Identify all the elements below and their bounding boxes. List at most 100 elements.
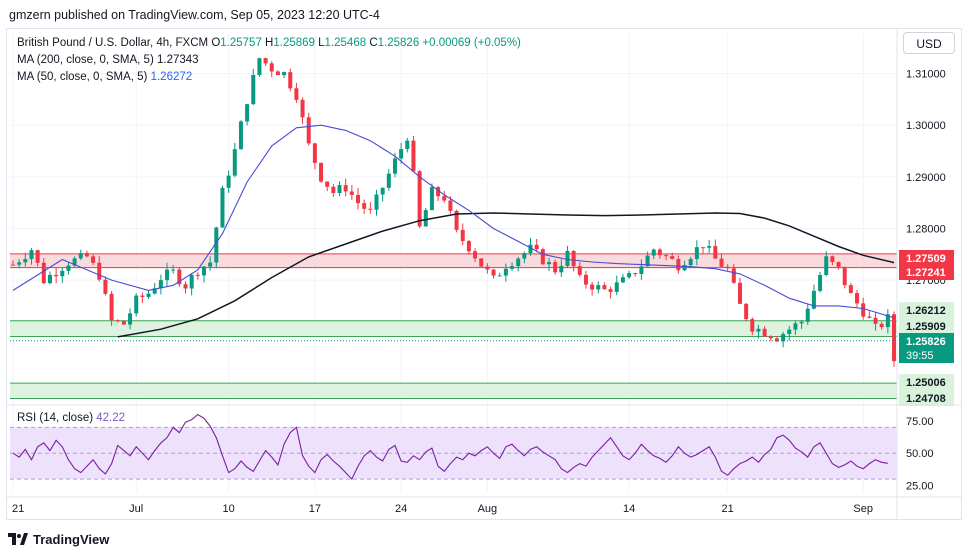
candle-body <box>836 262 841 267</box>
candle-body <box>343 185 348 192</box>
footer: TradingView <box>8 529 109 549</box>
candle-body <box>670 256 675 259</box>
candle-body <box>583 274 588 285</box>
candle-body <box>855 293 860 304</box>
candle-body <box>737 282 742 304</box>
candle-body <box>892 314 896 362</box>
candle-body <box>337 185 342 194</box>
candle-body <box>214 227 219 263</box>
candle-body <box>183 284 188 289</box>
symbol-name[interactable]: British Pound / U.S. Dollar, 4h, FXCM <box>17 37 209 49</box>
candle-body <box>781 334 786 342</box>
candle-body <box>374 194 379 210</box>
candle-body <box>232 149 237 176</box>
candle-body <box>140 295 145 297</box>
candle-body <box>257 58 262 75</box>
ma50-value: 1.26272 <box>150 71 193 83</box>
candle-body <box>300 99 305 118</box>
ma200-line <box>117 212 895 338</box>
candle-body <box>516 258 521 267</box>
candle-body <box>41 262 46 284</box>
candle-body <box>356 194 361 204</box>
candle-body <box>263 58 268 64</box>
time-tick-label: 21 <box>12 503 24 515</box>
candle-body <box>380 187 385 195</box>
candle-body <box>362 203 367 209</box>
zone-price-label: 1.26212 <box>906 305 946 317</box>
open-value: 1.25757 <box>220 37 262 49</box>
low-value: 1.25468 <box>324 37 367 49</box>
candle-body <box>762 328 767 337</box>
footer-brand: TradingView <box>33 531 110 547</box>
zone-price-label-bg <box>899 390 954 406</box>
zone-price-label: 1.25909 <box>906 321 946 333</box>
candle-body <box>171 269 176 271</box>
price-tick-label: 1.31000 <box>906 69 946 81</box>
candle-body <box>66 265 71 271</box>
candle-body <box>201 266 206 276</box>
time-tick-label: 24 <box>395 503 407 515</box>
candle-body <box>725 266 730 269</box>
candle-body <box>639 266 644 274</box>
ma50-label: MA (50, close, 0, SMA, 5) <box>17 71 148 83</box>
candle-body <box>577 266 582 275</box>
chart-legend: British Pound / U.S. Dollar, 4h, FXCM O1… <box>17 35 521 86</box>
candle-body <box>312 143 317 163</box>
candle-body <box>417 171 422 227</box>
candle-body <box>275 71 280 76</box>
low-label: L <box>318 37 325 49</box>
candle-body <box>17 262 22 265</box>
candle-body <box>768 336 773 339</box>
zone-price-label-bg <box>899 318 954 334</box>
candle-body <box>590 284 595 290</box>
candle-body <box>72 258 77 266</box>
candle-body <box>436 187 441 197</box>
candle-body <box>466 241 471 252</box>
candle-body <box>627 273 632 278</box>
zone-price-label-bg <box>899 374 954 390</box>
ma50-legend-row[interactable]: MA (50, close, 0, SMA, 5) 1.26272 <box>17 69 521 86</box>
candle-body <box>251 74 256 105</box>
ma200-legend-row[interactable]: MA (200, close, 0, SMA, 5) 1.27343 <box>17 52 521 69</box>
candle-body <box>805 308 810 322</box>
candle-body <box>423 210 428 227</box>
price-zone-resistance <box>10 253 897 268</box>
candle-body <box>491 269 496 276</box>
candle-body <box>128 313 133 325</box>
chart-frame <box>6 28 962 520</box>
candle-body <box>368 208 373 210</box>
candle-body <box>546 262 551 265</box>
candle-body <box>602 285 607 290</box>
tradingview-logo-icon <box>8 533 28 545</box>
rsi-name: RSI (14, close) <box>17 412 94 424</box>
candle-body <box>633 273 638 275</box>
candle-body <box>306 117 311 144</box>
candle-body <box>774 338 779 342</box>
candle-body <box>177 269 182 285</box>
candle-body <box>189 274 194 289</box>
rsi-legend[interactable]: RSI (14, close) 42.22 <box>17 412 125 424</box>
time-tick-label: Aug <box>478 503 498 515</box>
candle-body <box>152 288 157 294</box>
candle-body <box>522 253 527 259</box>
candle-body <box>238 121 243 150</box>
zone-price-label: 1.27241 <box>906 267 946 279</box>
currency-button[interactable]: USD <box>903 32 955 54</box>
candle-body <box>657 249 662 256</box>
candle-body <box>497 275 502 277</box>
candle-body <box>84 253 89 257</box>
price-tick-label: 1.29000 <box>906 172 946 184</box>
candle-body <box>848 285 853 294</box>
candle-body <box>392 158 397 174</box>
candle-body <box>282 72 287 76</box>
time-tick-label: Jul <box>129 503 143 515</box>
candle-body <box>115 320 120 322</box>
candle-body <box>688 258 693 266</box>
candle-body <box>664 255 669 257</box>
candle-body <box>158 280 163 289</box>
candle-body <box>91 256 96 263</box>
candle-body <box>11 264 15 266</box>
zone-price-label: 1.25006 <box>906 377 946 389</box>
candle-body <box>608 289 613 292</box>
